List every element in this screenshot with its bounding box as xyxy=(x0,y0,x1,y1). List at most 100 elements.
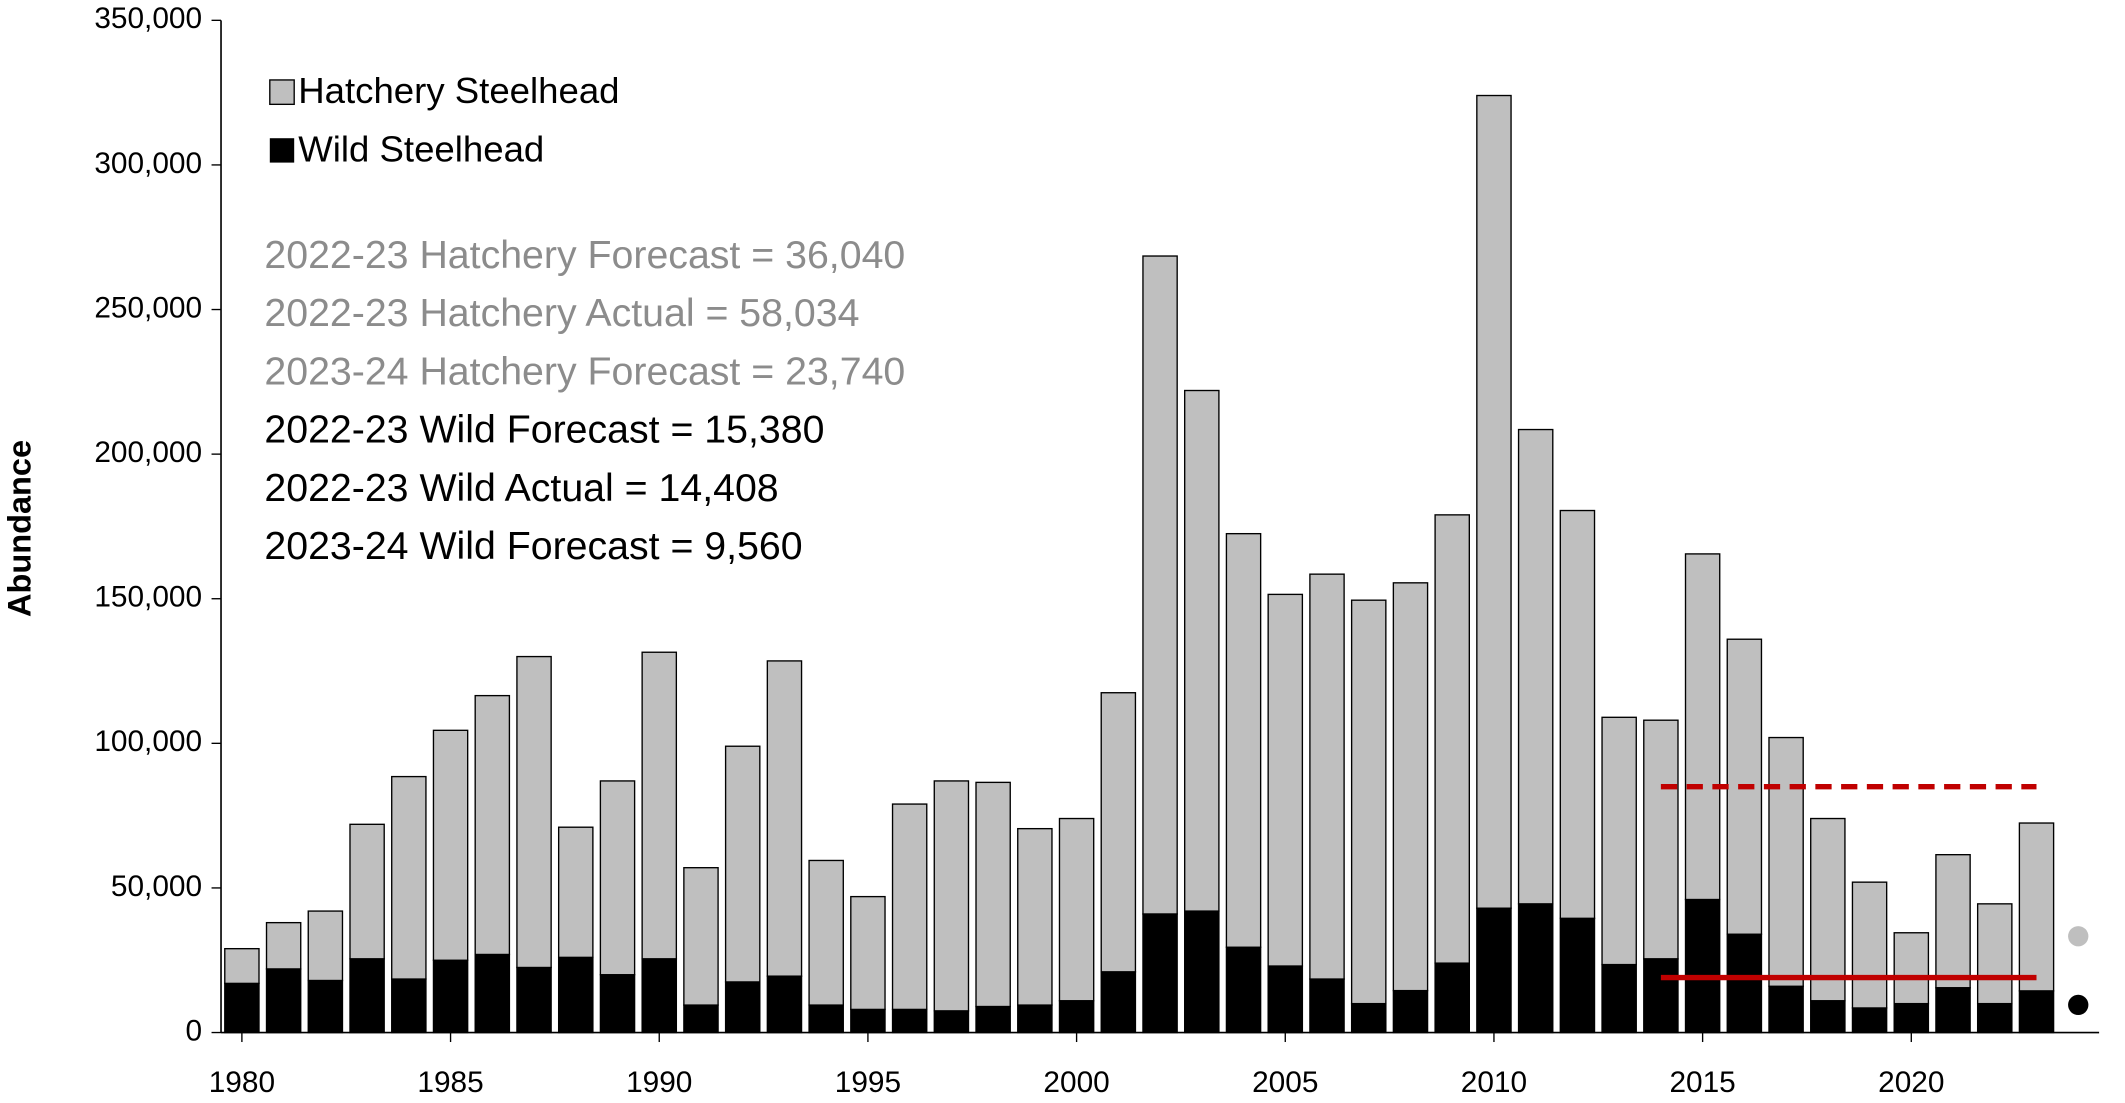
bar-segment xyxy=(224,947,260,985)
bar-segment xyxy=(1142,255,1178,915)
bar-segment xyxy=(349,823,385,960)
bar-segment xyxy=(474,694,511,956)
bar-segment xyxy=(1267,593,1304,967)
bar-segment xyxy=(808,859,844,1006)
bar-segment xyxy=(1976,903,2013,1005)
bar-segment xyxy=(850,1008,886,1034)
legend-swatch xyxy=(269,138,295,163)
x-tick-label: 1995 xyxy=(835,1066,901,1099)
bar-segment xyxy=(1434,962,1470,1034)
bar-segment xyxy=(1267,965,1304,1034)
annotation: 2022-23 Wild Actual = 14,408 xyxy=(264,466,778,510)
annotation: 2022-23 Hatchery Forecast = 36,040 xyxy=(264,233,905,277)
bar-segment xyxy=(224,982,260,1034)
bar-segment xyxy=(1810,817,1846,1002)
bar-segment xyxy=(683,867,719,1006)
y-tick-label: 150,000 xyxy=(94,581,202,614)
bar-segment xyxy=(599,974,636,1034)
forecast-point xyxy=(2068,926,2089,947)
bar-segment xyxy=(557,826,594,959)
legend-label: Wild Steelhead xyxy=(298,128,544,169)
bar-segment xyxy=(724,745,761,983)
bar-segment xyxy=(1350,599,1387,1005)
bar-segment xyxy=(516,655,552,969)
bar-segment xyxy=(891,803,928,1011)
annotation: 2023-24 Wild Forecast = 9,560 xyxy=(264,524,802,568)
bar-segment xyxy=(2018,822,2055,992)
bar-segment xyxy=(1935,987,1971,1034)
x-tick-label: 2005 xyxy=(1252,1066,1318,1099)
bar-segment xyxy=(1810,1000,1846,1034)
x-tick-label: 2020 xyxy=(1878,1066,1944,1099)
bar-segment xyxy=(724,981,761,1034)
bar-segment xyxy=(808,1004,844,1034)
bar-segment xyxy=(349,958,385,1034)
bar-segment xyxy=(432,729,469,961)
x-tick-label: 1985 xyxy=(417,1066,483,1099)
bar-segment xyxy=(1017,1004,1053,1034)
annotation: 2022-23 Wild Forecast = 15,380 xyxy=(264,408,824,452)
bar-segment xyxy=(1684,553,1721,901)
y-axis-label: Abundance xyxy=(1,440,37,617)
bar-segment xyxy=(975,781,1011,1008)
bar-segment xyxy=(1559,917,1596,1034)
bar-segment xyxy=(1100,971,1137,1034)
bar-segment xyxy=(265,921,302,970)
bar-segment xyxy=(641,651,678,960)
bar-segment xyxy=(1017,827,1053,1006)
bar-segment xyxy=(641,958,678,1034)
bar-segment xyxy=(1726,933,1763,1034)
bar-segment xyxy=(1768,736,1804,987)
x-tick-label: 2015 xyxy=(1669,1066,1735,1099)
bar-segment xyxy=(850,895,886,1011)
bar-segment xyxy=(1768,985,1804,1034)
bar-segment xyxy=(933,780,970,1012)
bar-segment xyxy=(1225,946,1262,1034)
bar-segment xyxy=(1893,932,1930,1005)
bar-segment xyxy=(391,775,427,980)
annotation: 2022-23 Hatchery Actual = 58,034 xyxy=(264,291,859,335)
bar-segment xyxy=(1476,907,1512,1034)
bar-segment xyxy=(1184,910,1220,1034)
y-tick-label: 0 xyxy=(185,1014,202,1047)
bar-segment xyxy=(1058,817,1095,1002)
bar-segment xyxy=(933,1010,970,1034)
bar-segment xyxy=(1392,989,1429,1034)
bar-segment xyxy=(1601,963,1637,1034)
bar-segment xyxy=(1559,509,1596,919)
bar-segment xyxy=(474,953,511,1034)
y-tick-label: 50,000 xyxy=(111,870,202,903)
bar-segment xyxy=(1476,94,1512,909)
bar-segment xyxy=(1100,692,1137,973)
bar-segment xyxy=(599,780,636,976)
legend-label: Hatchery Steelhead xyxy=(298,70,619,111)
bar-segment xyxy=(1643,719,1679,960)
forecast-point xyxy=(2068,994,2089,1016)
bar-segment xyxy=(1851,1007,1888,1034)
x-tick-label: 1980 xyxy=(209,1066,275,1099)
bar-segment xyxy=(1935,854,1971,989)
bar-segment xyxy=(1893,1002,1930,1034)
x-tick-label: 2000 xyxy=(1043,1066,1109,1099)
bar-segment xyxy=(1976,1002,2013,1034)
bar-segment xyxy=(1184,389,1220,912)
bar-segment xyxy=(1434,514,1470,964)
bar-segment xyxy=(1601,716,1637,966)
bar-segment xyxy=(1684,898,1721,1034)
bar-segment xyxy=(2018,990,2055,1034)
bar-segment xyxy=(1309,573,1345,980)
y-tick-label: 250,000 xyxy=(94,291,202,324)
bar-segment xyxy=(265,968,302,1034)
bar-segment xyxy=(432,959,469,1034)
y-tick-label: 300,000 xyxy=(94,147,202,180)
bar-segment xyxy=(683,1004,719,1034)
annotation: 2023-24 Hatchery Forecast = 23,740 xyxy=(264,349,905,393)
bar-segment xyxy=(1392,582,1429,992)
y-tick-label: 200,000 xyxy=(94,436,202,469)
x-tick-label: 1990 xyxy=(626,1066,692,1099)
bar-segment xyxy=(1142,913,1178,1034)
bar-segment xyxy=(975,1005,1011,1034)
legend-swatch xyxy=(269,79,295,106)
bar-segment xyxy=(766,660,803,977)
